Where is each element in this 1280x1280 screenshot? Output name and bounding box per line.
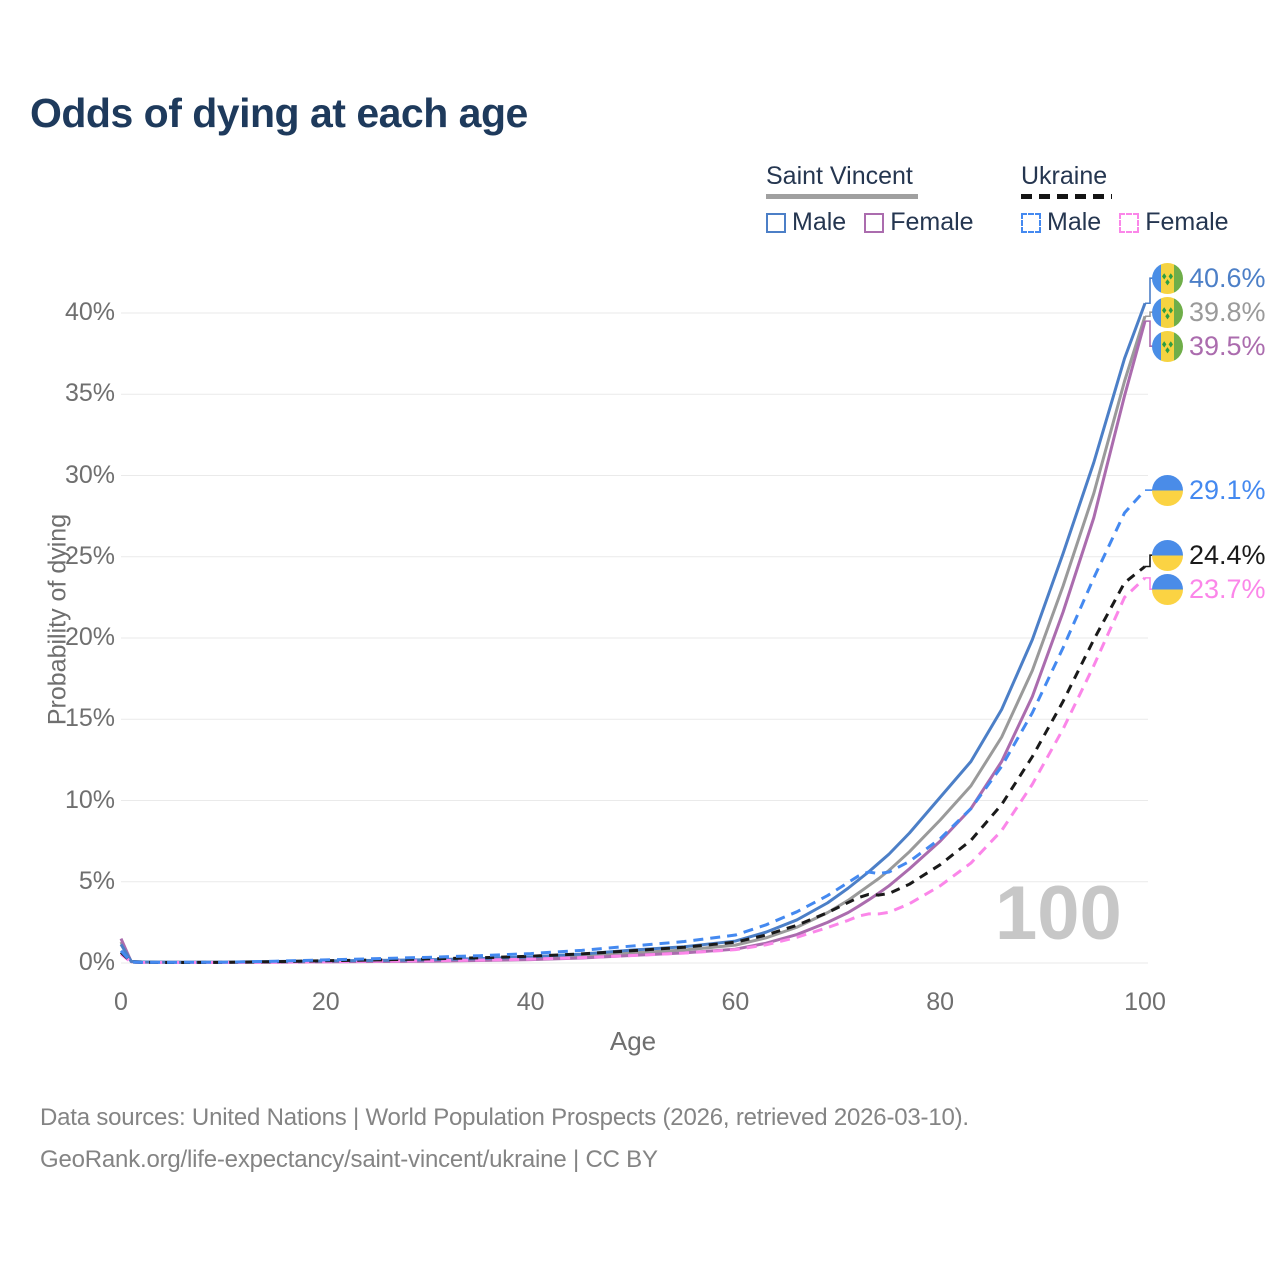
series-line-sv-total: [119, 315, 1147, 964]
end-label-value: 24.4%: [1189, 539, 1266, 570]
legend-item-label: Male: [792, 208, 847, 236]
series-line-ua-total: [119, 565, 1146, 965]
end-label-sv-total: 39.8%: [1152, 296, 1266, 328]
legend-item-sv-female[interactable]: Female: [864, 208, 974, 237]
end-label-value: 39.8%: [1189, 296, 1266, 327]
y-tick-label: 5%: [78, 866, 115, 895]
series-line-ua-male: [119, 489, 1147, 964]
legend-item-ua-female[interactable]: Female: [1119, 208, 1229, 237]
x-tick-label: 40: [516, 988, 545, 1016]
legend-swatch-icon: [766, 212, 786, 233]
x-tick-label: 60: [721, 988, 750, 1016]
end-label-value: 40.6%: [1189, 262, 1266, 293]
legend-swatch-icon: [1021, 212, 1041, 233]
end-label-ua-total: 24.4%: [1152, 539, 1266, 571]
ukraine-flag-icon: [1152, 573, 1183, 605]
end-label-ua-male: 29.1%: [1152, 474, 1266, 506]
legend-underline-dashed: [1021, 194, 1112, 199]
legend-swatch-icon: [1119, 212, 1140, 233]
legend-item-sv-male[interactable]: Male: [766, 208, 846, 237]
legend-item-label: Female: [1145, 208, 1229, 236]
legend-item-ua-male[interactable]: Male: [1021, 208, 1101, 237]
legend-group-title: Ukraine: [1021, 162, 1108, 190]
x-tick-label: 80: [926, 988, 955, 1016]
end-label-value: 29.1%: [1189, 474, 1266, 505]
y-tick-label: 10%: [64, 785, 115, 814]
legend-underline-solid: [766, 194, 918, 199]
y-tick-label: 40%: [64, 298, 115, 326]
page-title: Odds of dying at each age: [30, 90, 528, 136]
y-tick-label: 15%: [64, 704, 115, 733]
x-axis-title: Age: [609, 1026, 657, 1056]
legend-item-label: Male: [1047, 208, 1102, 236]
y-tick-label: 0%: [78, 948, 115, 976]
y-tick-label: 30%: [64, 460, 115, 489]
end-label-sv-male: 40.6%: [1152, 262, 1266, 294]
legend-group-ukraine: Ukraine Male Female: [1021, 162, 1229, 237]
legend-swatch-icon: [864, 212, 885, 233]
series-line-sv-female: [119, 320, 1147, 964]
saint-vincent-flag-icon: [1152, 262, 1183, 294]
y-tick-label: 35%: [64, 379, 115, 408]
saint-vincent-flag-icon: [1152, 296, 1183, 328]
saint-vincent-flag-icon: [1152, 330, 1183, 362]
ukraine-flag-icon: [1152, 539, 1183, 571]
footer-url-line: GeoRank.org/life-expectancy/saint-vincen…: [40, 1146, 658, 1173]
legend-group-saint-vincent: Saint Vincent Male Female: [766, 162, 974, 237]
watermark-age-100: 100: [995, 871, 1122, 956]
x-tick-label: 100: [1124, 988, 1166, 1016]
x-tick-label: 20: [311, 988, 340, 1016]
series-line-sv-male: [119, 302, 1147, 964]
legend-item-label: Female: [890, 208, 974, 236]
series-line-ua-female: [120, 576, 1147, 965]
legend-row: Male Female: [1021, 208, 1229, 237]
end-label-value: 39.5%: [1189, 330, 1266, 361]
end-label-ua-female: 23.7%: [1152, 573, 1266, 605]
y-axis-title: Probability of dying: [43, 513, 72, 726]
y-tick-label: 20%: [64, 623, 115, 651]
footer-source-line: Data sources: United Nations | World Pop…: [40, 1104, 969, 1131]
ukraine-flag-icon: [1152, 474, 1183, 506]
legend-row: Male Female: [766, 208, 974, 237]
x-tick-label: 0: [114, 988, 128, 1016]
end-label-sv-female: 39.5%: [1152, 330, 1266, 362]
end-label-value: 23.7%: [1189, 573, 1266, 604]
legend-group-title: Saint Vincent: [766, 162, 913, 190]
y-tick-label: 25%: [64, 541, 115, 570]
